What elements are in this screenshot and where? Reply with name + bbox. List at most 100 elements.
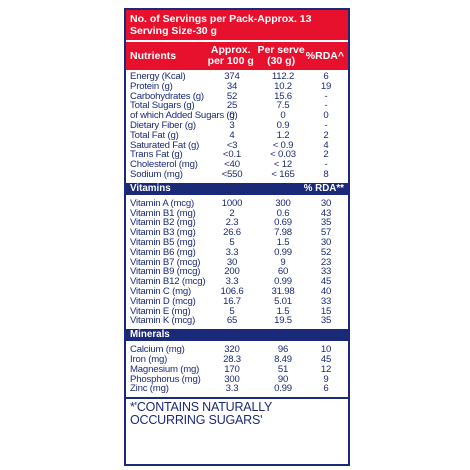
value-per-100g: 3.3 — [225, 383, 239, 395]
value-per-100g: 52 — [226, 90, 238, 102]
value-rda: - — [324, 100, 328, 112]
value-per-serve: < 0.03 — [270, 149, 296, 161]
value-per-serve: 0.99 — [274, 276, 292, 288]
servings-per-pack: No. of Servings per Pack-Approx. 13 — [130, 13, 312, 25]
value-per-100g: 170 — [224, 363, 240, 375]
value-rda: 4 — [323, 139, 329, 151]
value-per-100g: <550 — [221, 168, 243, 180]
value-per-100g: 3.3 — [225, 246, 239, 258]
serving-size: Serving Size-30 g — [130, 25, 217, 37]
nutrient-name: Magnesium (mg) — [130, 363, 200, 375]
nutrient-name: Total Fat (g) — [130, 129, 179, 141]
nutrient-name: Vitamin E (mg) — [130, 305, 191, 317]
value-per-serve: 0.6 — [276, 207, 290, 219]
value-per-100g: 3 — [229, 119, 235, 131]
value-rda: 2 — [323, 129, 329, 141]
nutrient-name: Vitamin B3 (mg) — [130, 227, 196, 239]
table-row: Sodium (mg) <550 < 165 8 — [130, 170, 344, 180]
nutrient-name: Trans Fat (g) — [130, 149, 183, 161]
value-rda: 30 — [320, 236, 332, 248]
value-per-serve: 8.49 — [274, 353, 292, 365]
table-row: Vitamin B2 (mg) 2.3 0.69 35 — [130, 218, 344, 228]
minerals-label: Minerals — [130, 329, 170, 341]
table-row: Vitamin B7 (mcg) 30 9 23 — [130, 256, 344, 268]
value-per-serve: 60 — [277, 266, 289, 278]
nutrient-name: Saturated Fat (g) — [130, 139, 200, 151]
value-per-100g: 30 — [226, 256, 238, 268]
nutrient-name: Total Sugars (g) — [130, 100, 195, 112]
value-per-100g: 300 — [224, 373, 240, 385]
nutrient-name: Dietary Fiber (g) — [130, 119, 196, 131]
value-per-serve: 0.69 — [274, 217, 292, 229]
value-per-serve: 5.01 — [274, 295, 292, 307]
value-per-100g: <40 — [224, 159, 240, 171]
value-per-100g: 2 — [229, 207, 235, 219]
value-per-100g: 106.6 — [220, 285, 244, 297]
value-per-serve: 7.98 — [274, 227, 292, 239]
nutrient-name: Vitamin B5 (mg) — [130, 236, 196, 248]
value-per-serve: 300 — [275, 197, 291, 209]
table-row: Total Sugars (g) 25 7.5 - — [130, 101, 344, 111]
table-row: Vitamin A (mcg) 1000 300 30 — [130, 197, 344, 209]
value-rda: 23 — [320, 256, 332, 268]
value-rda: 19 — [320, 80, 332, 92]
value-per-serve: 19.5 — [274, 315, 292, 327]
nutrient-name: Vitamin C (mg) — [130, 285, 191, 297]
table-row: Vitamin D (mcg) 16.7 5.01 33 — [130, 295, 344, 307]
value-rda: 52 — [320, 246, 332, 258]
value-per-serve: 96 — [277, 344, 289, 356]
header-per-100g: Approx. per 100 g — [207, 44, 254, 67]
nutrient-name: Vitamin B1 (mg) — [130, 207, 196, 219]
value-rda: 57 — [320, 227, 332, 239]
nutrient-name: Carbohydrates (g) — [130, 90, 204, 102]
vitamins-label: Vitamins — [130, 182, 171, 194]
nutrient-name: Vitamin B12 (mcg) — [130, 276, 206, 288]
nutrient-name: of which Added Sugars (g) — [130, 110, 238, 122]
nutrient-name: Vitamin B6 (mg) — [130, 246, 196, 258]
value-rda: 33 — [320, 295, 332, 307]
value-per-serve: 90 — [277, 373, 289, 385]
nutrient-name: Zinc (mg) — [130, 383, 169, 395]
nutrient-name: Phosphorus (mg) — [130, 373, 201, 385]
nutrient-name: Protein (g) — [130, 80, 173, 92]
value-rda: 43 — [320, 207, 332, 219]
table-row: Iron (mg) 28.3 8.49 45 — [130, 355, 344, 365]
nutrient-name: Vitamin B2 (mg) — [130, 217, 196, 229]
table-row: Protein (g) 34 10.2 19 — [130, 80, 344, 92]
table-row: Vitamin B6 (mg) 3.3 0.99 52 — [130, 246, 344, 258]
value-per-serve: 0.99 — [274, 383, 292, 395]
nutrient-name: Vitamin D (mcg) — [130, 295, 196, 307]
table-row: Vitamin B5 (mg) 5 1.5 30 — [130, 238, 344, 248]
value-rda: 6 — [323, 71, 329, 82]
value-rda: 10 — [320, 344, 332, 356]
table-row: Dietary Fiber (g) 3 0.9 - — [130, 121, 344, 131]
value-rda: - — [324, 159, 328, 171]
value-per-100g: <0.1 — [222, 149, 242, 161]
nutrient-name: Cholesterol (mg) — [130, 159, 198, 171]
value-per-serve: 0.9 — [276, 119, 290, 131]
value-rda: - — [324, 90, 328, 102]
value-per-serve: 112.2 — [271, 71, 295, 82]
nutrient-name: Vitamin A (mcg) — [130, 197, 195, 209]
value-per-serve: < 12 — [273, 159, 293, 171]
nutrient-name: Sodium (mg) — [130, 168, 183, 180]
value-per-100g: 65 — [226, 315, 238, 327]
table-row: Saturated Fat (g) <3 < 0.9 4 — [130, 139, 344, 151]
table-header: Nutrients Approx. per 100 g Per serve (3… — [126, 40, 348, 70]
value-per-serve: 10.2 — [274, 80, 292, 92]
mineral-rows: Calcium (mg) 320 96 10 Iron (mg) 28.3 8.49 45 Ma… — [126, 343, 348, 394]
value-per-100g: 28.3 — [223, 353, 241, 365]
table-row: Carbohydrates (g) 52 15.6 - — [130, 90, 344, 102]
header-nutrients: Nutrients — [130, 49, 177, 62]
header-per-serve: Per serve (30 g) — [257, 44, 305, 67]
table-row: Vitamin B9 (mcg) 200 60 33 — [130, 267, 344, 277]
table-row: Cholesterol (mg) <40 < 12 - — [130, 160, 344, 170]
value-per-serve: 1.5 — [276, 236, 290, 248]
value-per-100g: 26.6 — [223, 227, 241, 239]
value-per-serve: 15.6 — [274, 90, 292, 102]
value-per-100g: 2.3 — [225, 217, 239, 229]
table-row: Vitamin B3 (mg) 26.6 7.98 57 — [130, 228, 344, 238]
value-per-serve: 51 — [277, 363, 289, 375]
footnote: *'CONTAINS NATURALLY OCCURRING SUGARS' — [126, 397, 348, 429]
servings-info: No. of Servings per Pack-Approx. 13 Serv… — [126, 10, 348, 40]
